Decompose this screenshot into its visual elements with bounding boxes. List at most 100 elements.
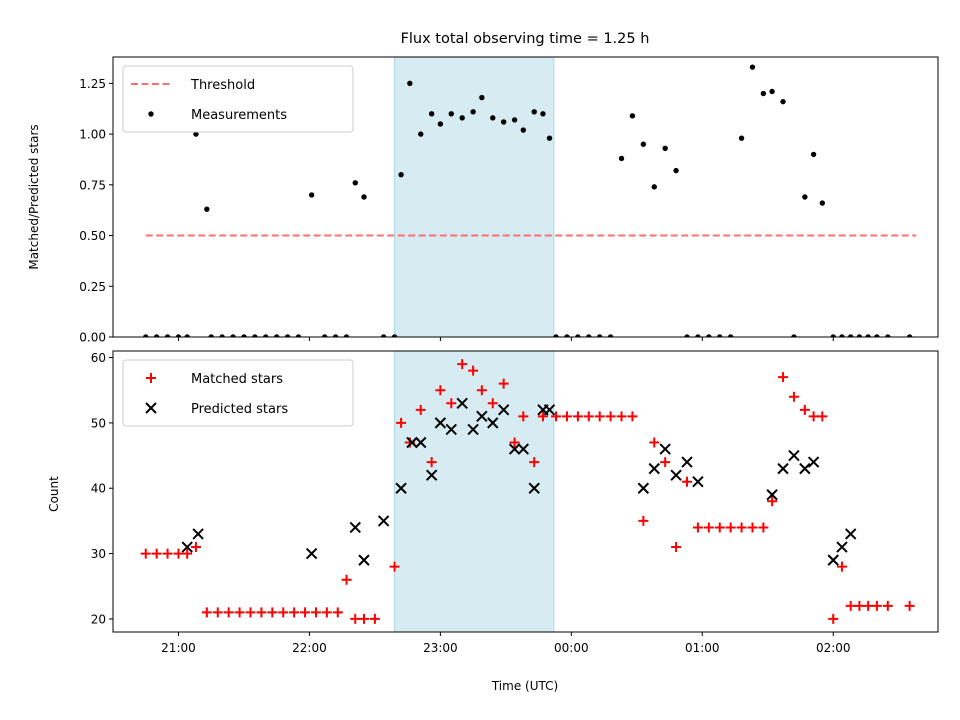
matched-stars-point: [435, 385, 446, 396]
matched-stars-point: [509, 437, 520, 448]
measurements-point: [553, 334, 559, 337]
predicted-stars-point: [395, 482, 407, 494]
matched-stars-point: [223, 607, 234, 618]
predicted-stars-point: [827, 554, 839, 566]
measurements-point: [252, 334, 258, 337]
predicted-stars-point: [777, 462, 789, 475]
measurements-point: [520, 127, 527, 133]
predicted-stars-legend-label: Predicted stars: [191, 402, 288, 417]
matched-stars-point: [863, 600, 874, 611]
measurements-point: [651, 184, 657, 190]
matched-stars-point: [190, 542, 201, 553]
predicted-stars-point: [305, 547, 318, 560]
bottom-y-tick-label: 20: [91, 612, 106, 626]
measurements-point: [760, 90, 767, 97]
matched-stars-point: [457, 359, 468, 370]
top-plot-area: [143, 64, 917, 337]
predicted-stars-point: [497, 404, 510, 416]
measurements-point: [607, 334, 614, 337]
predicted-stars-point: [844, 528, 857, 540]
measurements-point: [791, 334, 797, 337]
measurements-point: [546, 135, 553, 141]
measurements-point: [575, 334, 581, 337]
predicted-stars-point: [508, 443, 521, 455]
measurements-point: [830, 334, 836, 337]
matched-stars-point: [594, 411, 605, 422]
matched-stars-point: [572, 411, 583, 422]
top-y-axis-label: Matched/Predicted stars: [27, 124, 41, 269]
measurements-point: [769, 88, 775, 95]
matched-stars-point: [649, 437, 660, 448]
matched-stars-point: [736, 522, 747, 533]
measurements-point: [418, 131, 424, 137]
measurements-point: [673, 167, 679, 174]
top-y-tick-label: 0.75: [79, 178, 106, 192]
measurements-point: [727, 334, 734, 337]
measurements-point: [717, 334, 723, 337]
matched-stars-point: [854, 600, 865, 611]
x-axis-label: Time (UTC): [491, 679, 558, 693]
matched-stars-point: [537, 411, 548, 422]
measurements-point: [780, 98, 786, 105]
matched-stars-point: [817, 411, 828, 422]
predicted-stars-point: [543, 404, 556, 416]
measurements-point: [865, 334, 871, 337]
matched-stars-point: [882, 600, 893, 611]
matched-stars-point: [396, 417, 407, 428]
measurements-legend-label: Measurements: [191, 108, 287, 123]
matched-stars-point: [828, 613, 839, 624]
top-y-tick-label: 0.50: [79, 229, 106, 243]
predicted-stars-point: [434, 417, 447, 429]
measurements-point: [847, 334, 854, 337]
bottom-y-axis-label: Count: [47, 476, 61, 512]
matched-stars-point: [446, 398, 457, 409]
predicted-stars-point: [192, 528, 204, 540]
matched-stars-point: [799, 404, 810, 415]
measurements-point: [706, 334, 712, 337]
predicted-stars-point: [670, 469, 682, 481]
matched-stars-point: [682, 476, 693, 487]
bottom-x-tick-label: 23:00: [423, 641, 458, 655]
measurements-point: [531, 109, 537, 115]
measurements-point: [380, 334, 387, 337]
measurements-point: [640, 141, 647, 147]
predicted-stars-point: [445, 423, 458, 436]
predicted-stars-point: [358, 554, 370, 566]
measurements-point: [308, 192, 315, 198]
measurements-point: [153, 334, 160, 337]
measurements-point: [322, 334, 328, 337]
matched-stars-point: [278, 607, 289, 618]
matched-stars-point: [714, 522, 725, 533]
bottom-x-tick-label: 21:00: [161, 641, 196, 655]
matched-stars-point: [747, 522, 758, 533]
measurements-point: [511, 117, 518, 123]
measurements-point: [629, 113, 636, 119]
matched-stars-point: [904, 600, 915, 611]
predicted-stars-point: [349, 521, 361, 534]
matched-stars-point: [350, 613, 361, 624]
bottom-y-tick-label: 60: [91, 351, 106, 365]
matched-stars-point: [518, 411, 529, 422]
measurements-point: [193, 131, 199, 137]
top-axes-frame: [112, 56, 939, 338]
predicted-stars-point: [799, 462, 811, 475]
matched-stars-point: [321, 607, 332, 618]
matched-stars-point: [778, 372, 789, 383]
predicted-stars-point: [181, 541, 193, 553]
predicted-stars-point: [406, 436, 418, 449]
measurements-point: [586, 334, 592, 337]
measurements-point: [618, 155, 625, 162]
predicted-stars-point: [648, 462, 660, 475]
matched-stars-point: [767, 496, 778, 507]
measurements-point: [284, 334, 291, 337]
top-legend-box: [122, 65, 354, 133]
measurements-point: [802, 194, 808, 200]
measurements-point: [208, 334, 214, 337]
bottom-axes-frame: [112, 350, 939, 633]
matched-stars-point: [487, 398, 498, 409]
measurements-point: [164, 334, 171, 337]
matched-stars-point: [758, 522, 769, 533]
measurements-point: [885, 334, 891, 337]
measurements-point: [332, 334, 339, 337]
predicted-stars-point: [692, 475, 704, 488]
